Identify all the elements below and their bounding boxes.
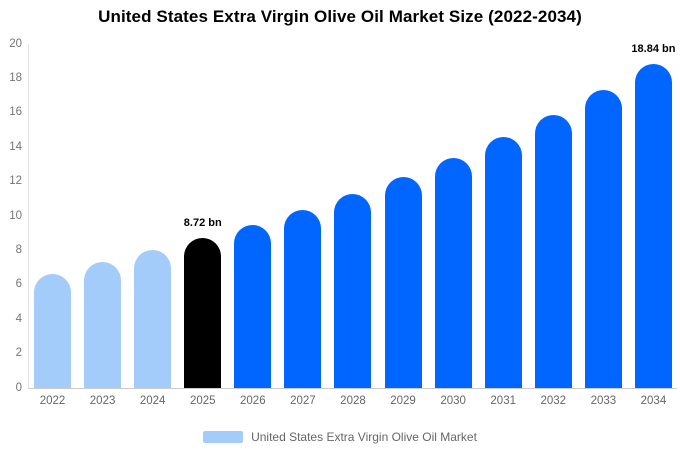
bar-2026[interactable] (234, 224, 272, 388)
y-tick-label: 18 (9, 71, 22, 84)
bar-slot: 2028 (334, 44, 372, 407)
bar-2024[interactable] (134, 250, 172, 388)
bar-slot: 2032 (534, 44, 572, 407)
y-tick-label: 12 (9, 174, 22, 187)
plot-area: 0 2 4 6 8 10 12 14 16 18 20 2022 2023 2024 8.72 bn 202… (9, 38, 677, 407)
bars-row: 2022 2023 2024 8.72 bn 2025 2026 2027 2028 2029 2… (29, 43, 677, 407)
x-tick-label: 2024 (139, 395, 166, 407)
bar-slot: 2027 (284, 44, 322, 407)
y-tick-label: 8 (15, 243, 22, 256)
y-tick-label: 16 (9, 106, 22, 119)
bar-slot: 2023 (84, 44, 122, 407)
bar-2022[interactable] (34, 274, 71, 388)
y-tick-label: 4 (15, 312, 22, 325)
x-tick-label: 2033 (590, 395, 617, 407)
bar-2023[interactable] (84, 262, 122, 388)
y-tick-label: 6 (15, 278, 22, 291)
x-tick-label: 2034 (640, 395, 667, 407)
chart-title: United States Extra Virgin Olive Oil Mar… (98, 7, 582, 26)
legend-label: United States Extra Virgin Olive Oil Mar… (251, 430, 477, 444)
x-tick-label: 2026 (240, 395, 266, 407)
bar-slot: 2031 (484, 44, 522, 407)
bar-2029[interactable] (384, 176, 422, 388)
bar-value-label: 18.84 bn (631, 42, 676, 55)
bar-value-label: 8.72 bn (183, 217, 222, 230)
bar-2028[interactable] (334, 194, 372, 388)
bar-slot: 2024 (134, 44, 172, 407)
bar-2034[interactable] (634, 63, 672, 388)
bar-2031[interactable] (484, 137, 522, 388)
y-axis: 0 2 4 6 8 10 12 14 16 18 20 (9, 38, 677, 393)
bar-slot: 8.72 bn 2025 (183, 44, 222, 407)
y-tick-label: 14 (9, 140, 22, 153)
x-tick-label: 2023 (89, 395, 116, 407)
bar-slot: 2022 (34, 44, 71, 407)
legend-swatch-icon (203, 431, 244, 443)
bar-slot: 18.84 bn 2034 (631, 43, 675, 406)
x-tick-label: 2028 (340, 395, 366, 407)
legend-item[interactable]: United States Extra Virgin Olive Oil Mar… (203, 431, 477, 443)
legend: United States Extra Virgin Olive Oil Mar… (0, 431, 680, 443)
y-tick-label: 10 (9, 209, 22, 222)
y-tick-label: 0 (15, 381, 22, 394)
bar-2032[interactable] (534, 114, 572, 388)
y-tick-label: 20 (9, 37, 22, 50)
x-tick-label: 2025 (189, 395, 216, 407)
x-tick-label: 2027 (290, 395, 316, 407)
x-tick-label: 2030 (440, 395, 466, 407)
x-tick-label: 2031 (490, 395, 516, 407)
y-tick-label: 2 (15, 346, 22, 359)
bar-2033[interactable] (584, 90, 622, 388)
x-tick-label: 2022 (39, 395, 66, 407)
bar-2027[interactable] (284, 209, 322, 388)
x-tick-label: 2029 (390, 395, 416, 407)
bar-2025[interactable] (184, 238, 222, 388)
bar-slot: 2026 (234, 44, 272, 407)
bar-slot: 2029 (384, 44, 422, 407)
bar-slot: 2030 (434, 44, 472, 407)
bar-slot: 2033 (584, 44, 622, 407)
x-tick-label: 2032 (540, 395, 567, 407)
bar-2030[interactable] (434, 157, 472, 388)
